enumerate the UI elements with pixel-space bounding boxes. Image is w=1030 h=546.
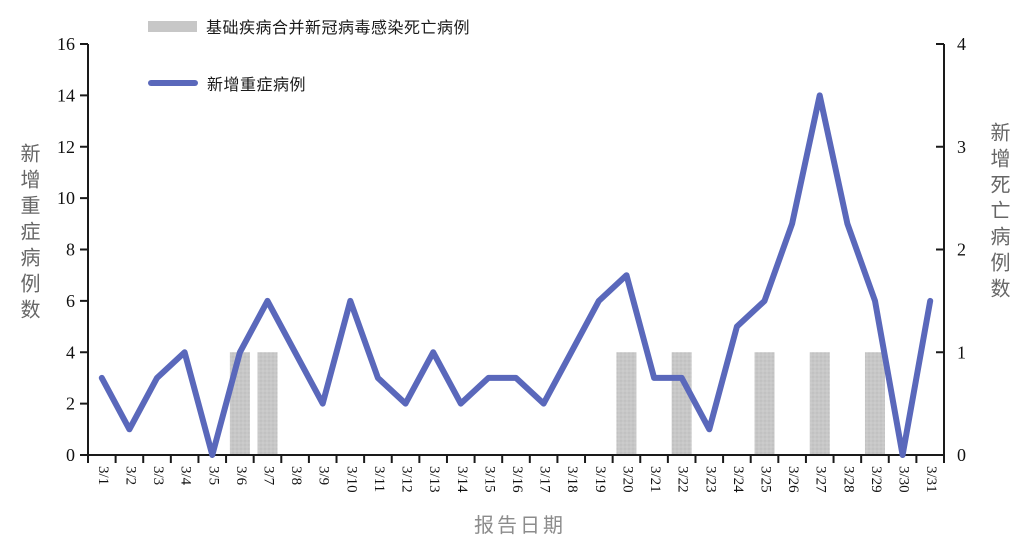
right-tick-label: 1 [957,342,966,362]
right-tick-label: 0 [957,445,966,465]
x-tick-label: 3/16 [509,466,525,493]
x-axis-labels: 3/1 3/2 3/3 3/4 3/5 3/6 3/7 3/8 3/9 3/10 3/11 3/12 3… [95,466,939,493]
left-tick-label: 14 [57,85,75,105]
x-tick-label: 3/1 [95,466,111,485]
left-tick-label: 4 [66,342,75,362]
x-tick-label: 3/17 [537,466,553,493]
right-axis-ticks: 0 1 2 3 4 [936,34,966,465]
right-tick-label: 2 [957,240,966,260]
severe-cases-line [98,92,934,458]
death-bar [257,352,278,455]
x-tick-label: 3/22 [675,466,691,493]
bar-swatch-icon [148,20,197,32]
left-tick-label: 10 [57,188,75,208]
death-bar [616,352,637,455]
x-tick-label: 3/26 [785,466,801,493]
legend: 基础疾病合并新冠病毒感染死亡病例 新增重症病例 [148,14,470,95]
x-tick-label: 3/7 [260,466,276,486]
x-tick-label: 3/18 [564,466,580,493]
left-axis-title: 新增重症病例数 [17,143,39,325]
x-tick-label: 3/19 [592,466,608,493]
left-tick-label: 12 [57,137,75,157]
legend-label-deaths: 基础疾病合并新冠病毒感染死亡病例 [206,20,471,37]
x-tick-label: 3/21 [647,466,663,493]
x-tick-label: 3/20 [619,466,635,493]
right-tick-label: 3 [957,137,966,157]
x-tick-label: 3/8 [288,466,304,485]
death-bar [809,352,830,455]
x-tick-label: 3/13 [426,466,442,493]
x-tick-label: 3/25 [758,466,774,493]
death-bar [864,352,885,455]
left-tick-label: 2 [66,394,75,414]
legend-item-deaths: 基础疾病合并新冠病毒感染死亡病例 [148,14,470,38]
x-tick-label: 3/30 [896,466,912,493]
x-axis-title: 报告日期 [474,515,566,537]
x-tick-label: 3/5 [205,466,221,485]
x-tick-label: 3/6 [233,466,249,486]
x-tick-label: 3/9 [316,466,332,485]
left-tick-label: 16 [57,34,75,54]
x-tick-label: 3/14 [454,466,470,493]
x-tick-label: 3/3 [150,466,166,485]
line-swatch-icon [148,80,198,86]
death-bars-series [229,352,885,455]
legend-label-severe: 新增重症病例 [207,77,307,94]
x-tick-label: 3/27 [813,466,829,493]
x-tick-label: 3/24 [730,466,746,493]
death-bar [671,352,692,455]
left-tick-label: 0 [66,445,75,465]
x-tick-label: 3/23 [702,466,718,493]
x-tick-label: 3/4 [178,466,194,486]
x-tick-label: 3/2 [122,466,138,485]
right-tick-label: 4 [957,34,966,54]
left-tick-label: 6 [66,291,75,311]
x-tick-label: 3/15 [481,466,497,493]
left-tick-label: 8 [66,240,75,260]
x-tick-label: 3/28 [840,466,856,493]
x-tick-label: 3/11 [371,466,387,492]
left-axis-ticks: 0 2 4 6 8 10 12 14 16 [57,34,88,465]
x-tick-label: 3/29 [868,466,884,493]
x-tick-label: 3/12 [399,466,415,493]
legend-item-severe: 新增重症病例 [148,71,470,95]
death-bar [754,352,775,455]
x-axis-ticks [87,455,945,463]
x-tick-label: 3/10 [343,466,359,493]
right-axis-title: 新增死亡病例数 [987,122,1009,304]
x-tick-label: 3/31 [923,466,939,493]
